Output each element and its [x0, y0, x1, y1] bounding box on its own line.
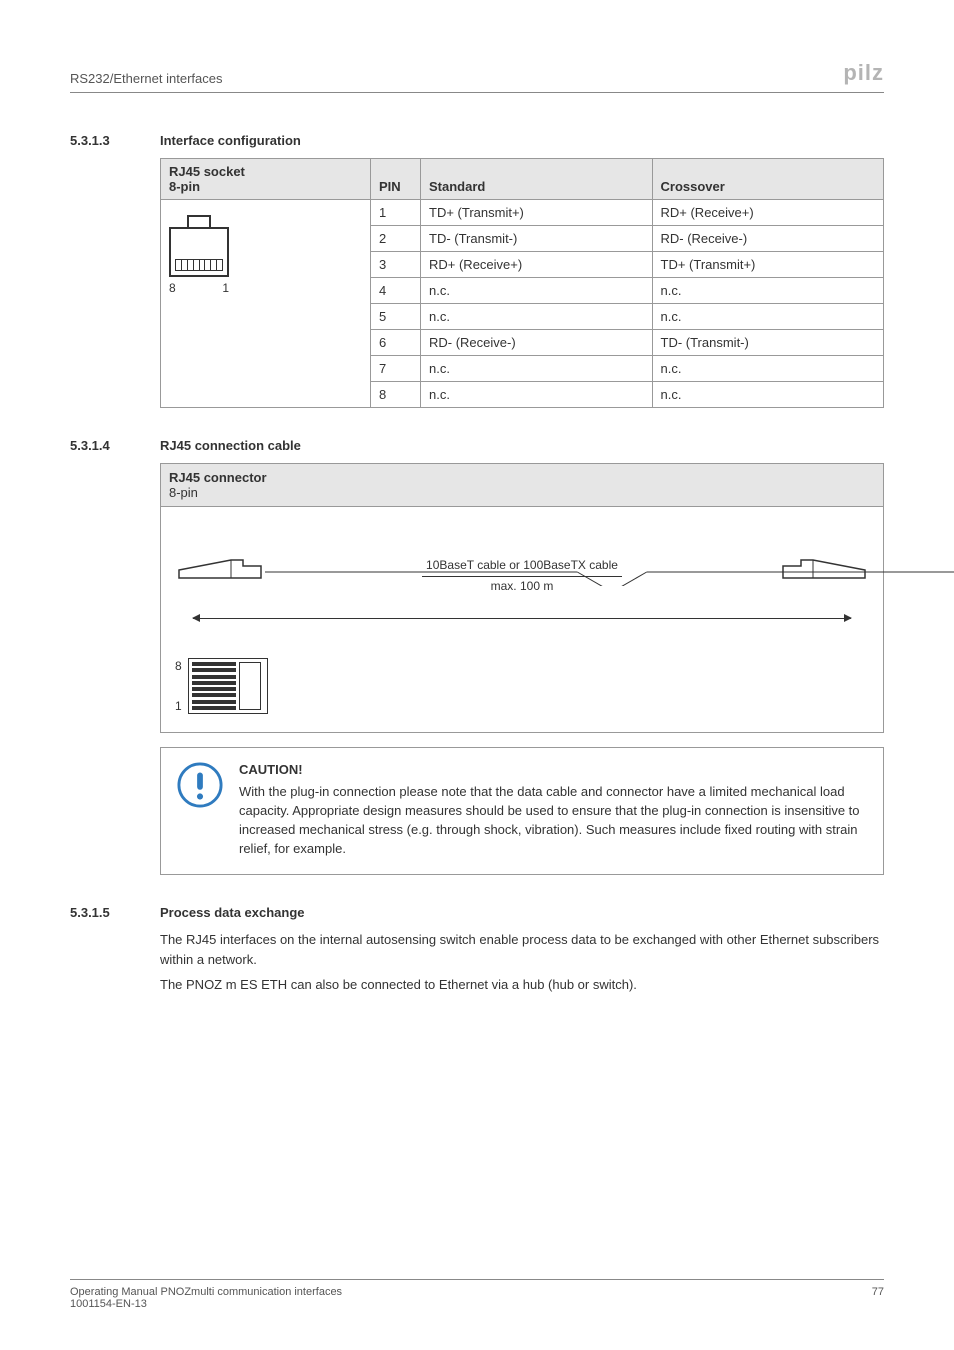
- cell-std: RD+ (Receive+): [421, 252, 653, 278]
- socket-label-8: 8: [169, 281, 176, 295]
- section-process-data: 5.3.1.5 Process data exchange The RJ45 i…: [70, 905, 884, 995]
- cell-pin: 8: [371, 382, 421, 408]
- process-paragraph-1: The RJ45 interfaces on the internal auto…: [160, 930, 884, 969]
- col-crossover: Crossover: [652, 159, 884, 200]
- page-number: 77: [872, 1286, 884, 1310]
- connector-header-l1: RJ45 connector: [169, 470, 875, 485]
- section-title: Interface configuration: [160, 133, 301, 148]
- connector-pin-block: 8 1: [175, 658, 869, 714]
- breadcrumb: RS232/Ethernet interfaces: [70, 71, 222, 86]
- cable-diagram: 10BaseT cable or 100BaseTX cable max. 10…: [175, 556, 869, 646]
- footer-line-2: 1001154-EN-13: [70, 1298, 342, 1310]
- cell-std: n.c.: [421, 304, 653, 330]
- page-footer: Operating Manual PNOZmulti communication…: [70, 1279, 884, 1310]
- cell-cross: n.c.: [652, 304, 884, 330]
- col-pin: PIN: [371, 159, 421, 200]
- col-standard: Standard: [421, 159, 653, 200]
- cell-pin: 1: [371, 200, 421, 226]
- cell-std: TD+ (Transmit+): [421, 200, 653, 226]
- pin-bottom-label: 1: [175, 699, 182, 713]
- page-header: RS232/Ethernet interfaces pilz: [70, 60, 884, 93]
- caution-icon: [177, 762, 223, 808]
- section-rj45-cable: 5.3.1.4 RJ45 connection cable RJ45 conne…: [70, 438, 884, 875]
- table-header-socket-l2: 8-pin: [169, 179, 362, 194]
- cell-pin: 6: [371, 330, 421, 356]
- cable-lines-icon: [265, 566, 954, 586]
- cell-cross: n.c.: [652, 278, 884, 304]
- cell-std: TD- (Transmit-): [421, 226, 653, 252]
- section-number: 5.3.1.4: [70, 438, 160, 453]
- process-paragraph-2: The PNOZ m ES ETH can also be connected …: [160, 975, 884, 995]
- connector-header-l2: 8-pin: [169, 485, 875, 500]
- pin-table: RJ45 socket 8-pin PIN Standard Crossover: [160, 158, 884, 408]
- cell-pin: 7: [371, 356, 421, 382]
- connector-box: RJ45 connector 8-pin: [160, 463, 884, 733]
- length-arrow-icon: [193, 618, 851, 619]
- footer-line-1: Operating Manual PNOZmulti communication…: [70, 1286, 342, 1298]
- section-number: 5.3.1.5: [70, 905, 160, 920]
- cell-cross: TD- (Transmit-): [652, 330, 884, 356]
- cell-cross: TD+ (Transmit+): [652, 252, 884, 278]
- table-header-socket-l1: RJ45 socket: [169, 164, 362, 179]
- section-interface-configuration: 5.3.1.3 Interface configuration RJ45 soc…: [70, 133, 884, 408]
- cell-std: n.c.: [421, 356, 653, 382]
- socket-label-1: 1: [222, 281, 229, 295]
- cell-pin: 2: [371, 226, 421, 252]
- cell-cross: RD- (Receive-): [652, 226, 884, 252]
- cell-pin: 5: [371, 304, 421, 330]
- cell-cross: RD+ (Receive+): [652, 200, 884, 226]
- brand-logo: pilz: [843, 60, 884, 86]
- rj45-socket-icon: 8 1: [169, 215, 229, 295]
- cell-cross: n.c.: [652, 382, 884, 408]
- rj45-plug-left-icon: [175, 556, 265, 586]
- cell-cross: n.c.: [652, 356, 884, 382]
- cell-std: n.c.: [421, 278, 653, 304]
- section-number: 5.3.1.3: [70, 133, 160, 148]
- caution-body: With the plug-in connection please note …: [239, 783, 867, 858]
- caution-box: CAUTION! With the plug-in connection ple…: [160, 747, 884, 875]
- pin-top-label: 8: [175, 659, 182, 673]
- section-title: RJ45 connection cable: [160, 438, 301, 453]
- cell-std: RD- (Receive-): [421, 330, 653, 356]
- cell-pin: 4: [371, 278, 421, 304]
- section-title: Process data exchange: [160, 905, 305, 920]
- caution-title: CAUTION!: [239, 762, 867, 777]
- socket-diagram-cell: 8 1: [161, 200, 371, 408]
- cell-std: n.c.: [421, 382, 653, 408]
- cell-pin: 3: [371, 252, 421, 278]
